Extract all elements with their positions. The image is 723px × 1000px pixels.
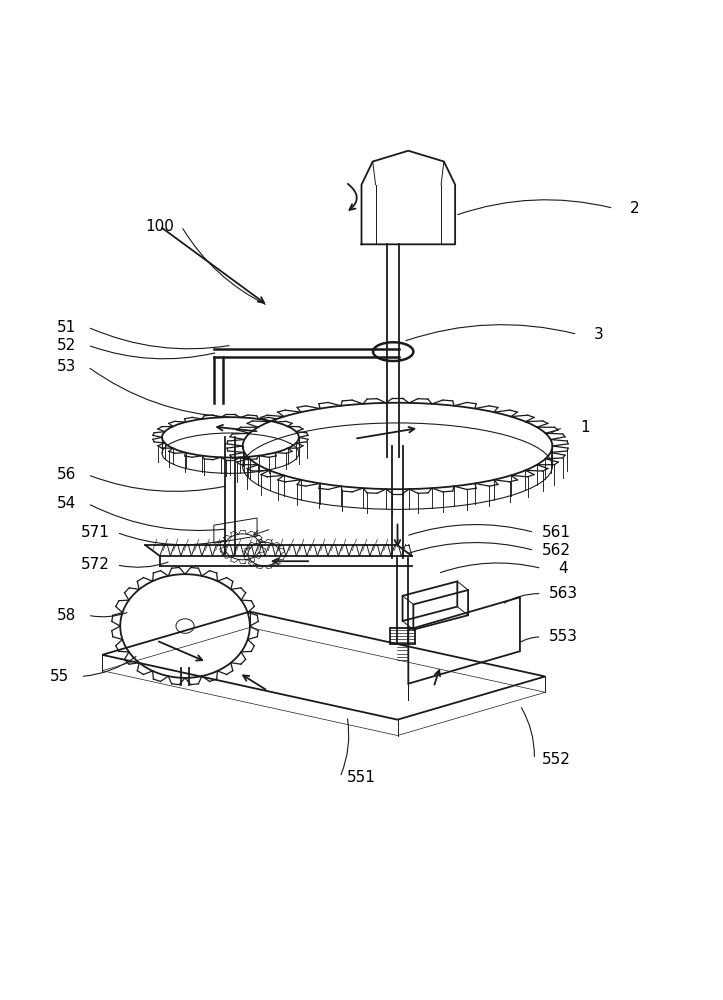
Text: 2: 2 (630, 201, 640, 216)
Text: 55: 55 (49, 669, 69, 684)
Text: 4: 4 (558, 561, 568, 576)
Text: 551: 551 (347, 770, 376, 785)
Text: 561: 561 (542, 525, 570, 540)
Text: 53: 53 (56, 359, 76, 374)
Text: 1: 1 (580, 420, 589, 435)
Text: 52: 52 (56, 338, 76, 353)
Text: 51: 51 (56, 320, 76, 335)
Text: 562: 562 (542, 543, 570, 558)
Text: 571: 571 (80, 525, 109, 540)
Text: 3: 3 (594, 327, 604, 342)
Text: 553: 553 (549, 629, 578, 644)
Text: 54: 54 (56, 496, 76, 511)
Text: 56: 56 (56, 467, 76, 482)
Text: 552: 552 (542, 752, 570, 767)
Text: 572: 572 (80, 557, 109, 572)
Text: 58: 58 (56, 608, 76, 623)
Text: 563: 563 (549, 586, 578, 601)
Text: 100: 100 (145, 219, 174, 234)
